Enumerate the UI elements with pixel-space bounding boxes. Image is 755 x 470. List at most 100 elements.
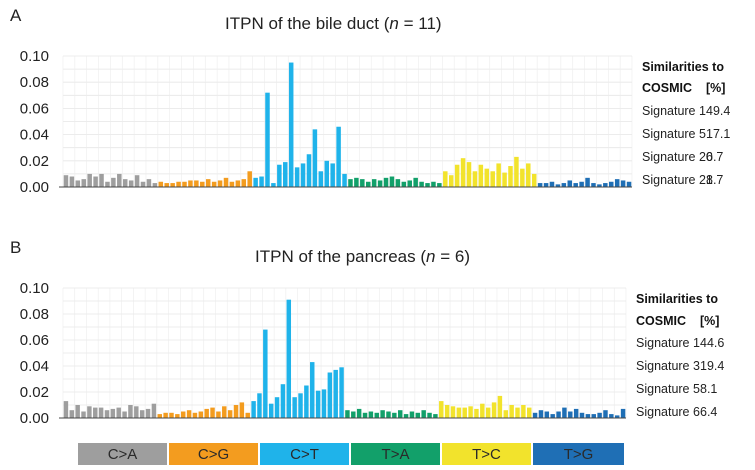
bar-c-to-g — [163, 412, 168, 418]
bar-c-to-a — [81, 179, 86, 187]
bar-c-to-a — [99, 173, 104, 187]
bar-t-to-a — [377, 180, 383, 187]
bar-t-to-c — [472, 171, 478, 187]
bar-c-to-t — [277, 164, 282, 187]
bar-t-to-c — [454, 164, 460, 187]
panel-a-sim-value: 17.1 — [706, 127, 731, 141]
bar-t-to-c — [448, 175, 454, 187]
bar-t-to-c — [531, 173, 537, 187]
bar-c-to-t — [333, 369, 338, 418]
bar-t-to-a — [383, 177, 389, 187]
bar-c-to-a — [81, 411, 86, 418]
bar-t-to-a — [351, 411, 356, 418]
bar-c-to-g — [182, 181, 187, 187]
panel-b-sim-label: Signature 3 — [636, 359, 700, 373]
bar-c-to-g — [164, 183, 169, 187]
panel-b-sim-heading2: COSMIC — [636, 314, 686, 328]
bar-c-to-g — [233, 405, 239, 418]
bar-c-to-t — [327, 372, 333, 418]
bar-t-to-c — [508, 166, 513, 187]
panel-b-sim-value: 44.6 — [700, 336, 725, 350]
bar-t-to-c — [509, 405, 514, 418]
bar-c-to-t — [271, 183, 276, 187]
bar-c-to-t — [306, 154, 312, 187]
y-tick-label: 0.02 — [20, 153, 49, 170]
bar-c-to-g — [188, 180, 193, 187]
bar-c-to-a — [146, 179, 152, 187]
panel-b-sim-value: 6.4 — [700, 405, 718, 419]
bar-c-to-t — [294, 167, 300, 187]
bar-c-to-g — [235, 180, 241, 187]
legend-c-to-g: C>G — [169, 443, 258, 465]
bar-c-to-a — [139, 410, 145, 418]
bar-t-to-c — [466, 162, 472, 187]
bar-t-to-c — [443, 171, 448, 187]
bar-t-to-c — [497, 395, 503, 418]
bar-t-to-g — [532, 412, 538, 418]
y-tick-label: 0.06 — [20, 100, 49, 117]
y-tick-label: 0.06 — [20, 332, 49, 349]
bar-t-to-c — [485, 407, 491, 418]
panel-a-letter: A — [10, 6, 22, 25]
legend-c-to-a: C>A — [78, 443, 167, 465]
legend-c-to-t: C>T — [260, 443, 349, 465]
bar-t-to-c — [480, 403, 485, 418]
bar-c-to-a — [69, 410, 75, 418]
bar-t-to-c — [490, 171, 495, 187]
bar-c-to-g — [229, 181, 235, 187]
bar-t-to-a — [407, 180, 412, 187]
bar-t-to-g — [550, 414, 555, 418]
bar-c-to-g — [198, 411, 204, 418]
y-tick-label: 0.02 — [20, 384, 49, 401]
bar-t-to-g — [579, 412, 585, 418]
bar-t-to-g — [614, 179, 620, 187]
bar-c-to-a — [128, 405, 133, 418]
bar-c-to-t — [324, 160, 330, 187]
bar-t-to-a — [421, 410, 426, 418]
bar-t-to-c — [502, 172, 507, 187]
y-tick-label: 0.04 — [20, 127, 49, 144]
bar-t-to-a — [386, 411, 391, 418]
bar-t-to-c — [456, 407, 462, 418]
panel-b-sim-unit: [%] — [700, 314, 720, 328]
panel-a-sim-value: 49.4 — [706, 104, 731, 118]
bar-c-to-g — [175, 414, 180, 418]
bar-t-to-c — [450, 406, 456, 418]
bar-t-to-c — [514, 156, 519, 187]
bar-t-to-c — [444, 405, 450, 418]
bar-t-to-g — [620, 408, 626, 418]
bar-c-to-g — [192, 412, 198, 418]
panel-b-sim-label: Signature 6 — [636, 405, 700, 419]
bar-t-to-c — [468, 406, 473, 418]
bar-t-to-g — [555, 184, 561, 187]
bar-c-to-a — [128, 180, 134, 187]
bar-c-to-t — [280, 384, 286, 418]
bar-c-to-a — [140, 181, 146, 187]
bar-c-to-g — [247, 171, 252, 187]
bar-t-to-a — [403, 414, 409, 418]
y-tick-label: 0.00 — [20, 179, 49, 196]
bar-t-to-g — [573, 408, 579, 418]
bar-t-to-a — [368, 411, 374, 418]
legend-t-to-g: T>G — [533, 443, 624, 465]
bar-t-to-g — [568, 411, 573, 418]
bar-t-to-a — [437, 183, 442, 187]
bar-c-to-t — [330, 163, 335, 187]
bar-c-to-t — [268, 403, 274, 418]
bar-t-to-g — [538, 410, 544, 418]
bar-c-to-g — [169, 412, 174, 418]
bar-c-to-g — [176, 181, 181, 187]
bar-t-to-g — [620, 180, 626, 187]
bar-t-to-a — [389, 176, 395, 187]
bar-t-to-g — [537, 183, 543, 187]
bar-t-to-g — [585, 177, 590, 187]
bar-c-to-t — [298, 393, 303, 418]
bar-c-to-t — [288, 62, 294, 187]
bar-t-to-g — [556, 411, 561, 418]
panel-b-sim-value: 8.1 — [700, 382, 718, 396]
bar-c-to-a — [145, 408, 151, 418]
bar-c-to-t — [274, 397, 280, 418]
bar-t-to-c — [478, 164, 484, 187]
bar-c-to-a — [104, 410, 110, 418]
bar-t-to-g — [567, 180, 573, 187]
